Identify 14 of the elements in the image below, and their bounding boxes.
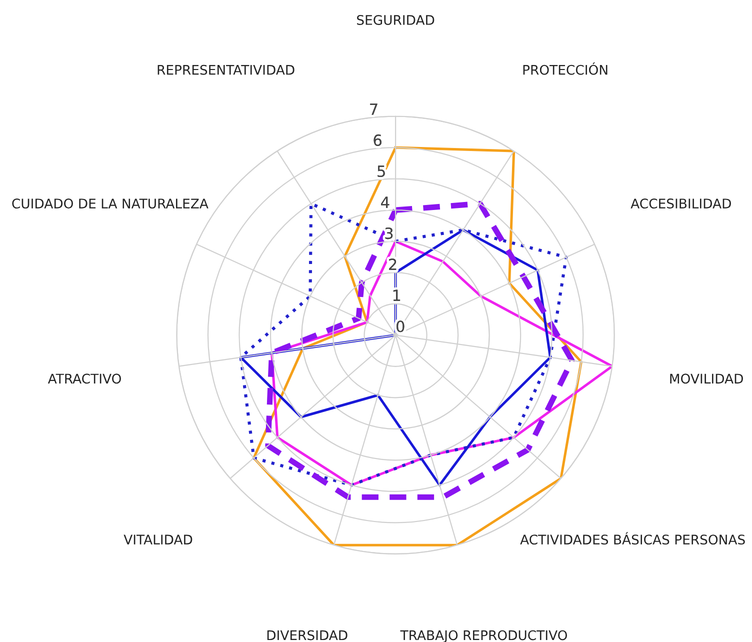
spoke-label: REPRESENTATIVIDAD	[158, 64, 294, 75]
spoke-label: DIVERSIDAD	[267, 630, 348, 640]
spoke-label: PROTECCIÓN	[523, 62, 608, 75]
y-tick-label: 2	[389, 258, 396, 270]
y-tick-label: 6	[374, 134, 382, 146]
spoke-label: CUIDADO DE LA NATURALEZA	[12, 198, 208, 209]
spoke-label: ACCESIBILIDAD	[630, 198, 731, 209]
spoke-label: ATRACTIVO	[48, 374, 121, 384]
spoke-label: VITALIDAD	[124, 534, 192, 544]
spoke-label: MOVILIDAD	[670, 374, 743, 384]
y-tick-label: 4	[381, 196, 390, 208]
spoke-label: SEGURIDAD	[357, 15, 434, 25]
y-tick-label: 7	[370, 104, 378, 115]
spoke-label: ACTIVIDADES BÁSICAS PERSONAS	[520, 532, 745, 545]
